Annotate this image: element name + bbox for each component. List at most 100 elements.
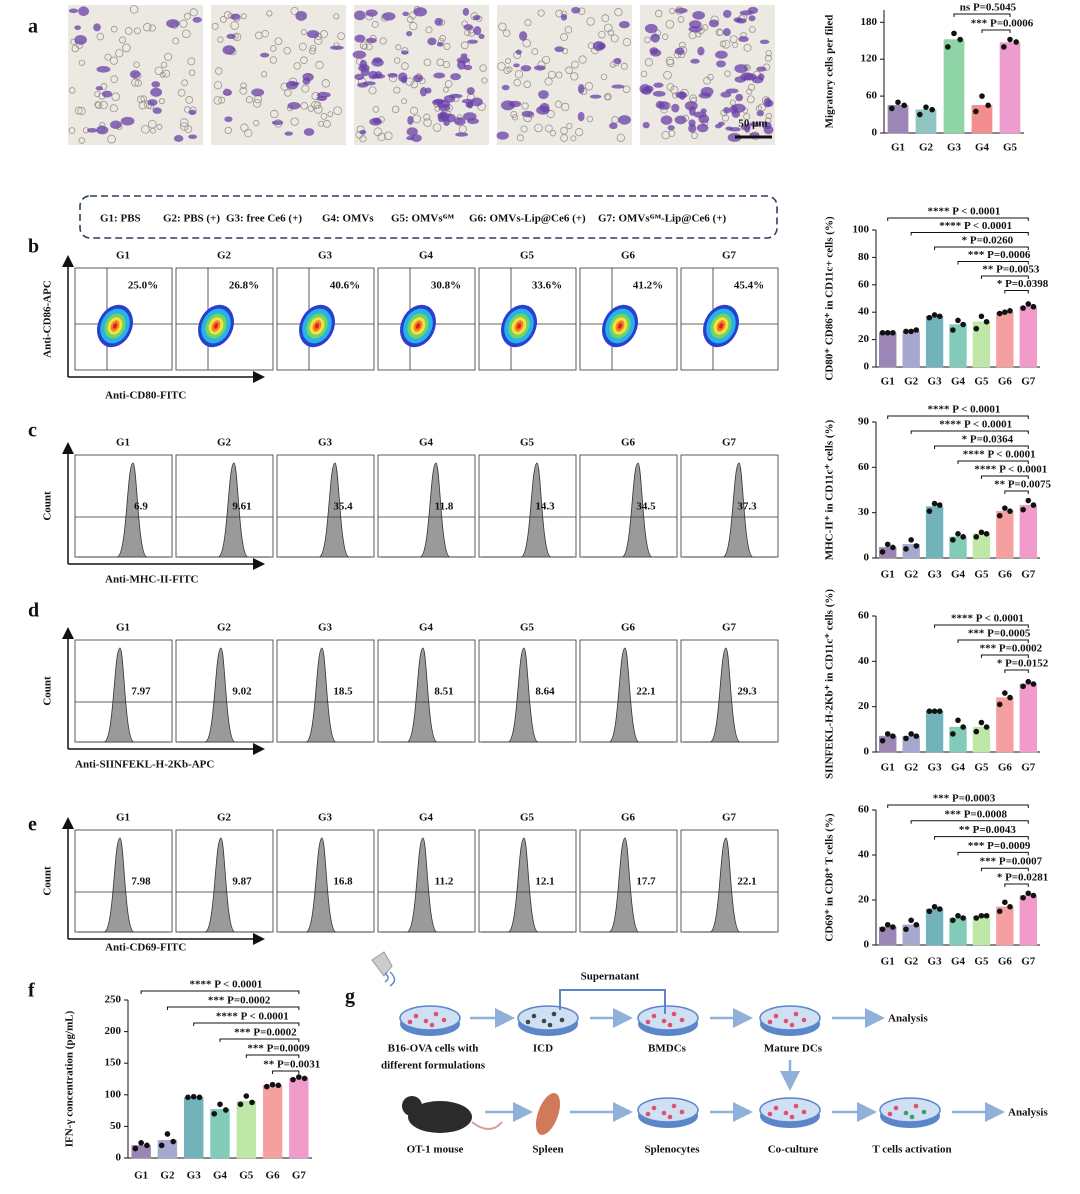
data-point (879, 737, 886, 744)
cell (96, 66, 111, 73)
cell (173, 135, 184, 142)
data-point (950, 731, 956, 737)
bar (943, 39, 965, 134)
pore (223, 11, 232, 19)
cell (284, 131, 293, 136)
data-point (955, 317, 961, 324)
data-point (1007, 694, 1013, 701)
significance-bracket (272, 1070, 300, 1074)
legend-entry: G5: OMVsᴳᴹ (391, 213, 455, 225)
x-tick-label: G1 (134, 1170, 148, 1182)
data-point (889, 105, 895, 112)
cell (653, 82, 664, 88)
gate-value: 12.1 (535, 876, 554, 888)
data-point (243, 1093, 250, 1099)
pore (133, 27, 141, 35)
significance-bracket (887, 415, 1029, 419)
pore (537, 9, 545, 17)
cell (675, 7, 688, 14)
pore (663, 70, 672, 80)
significance-bracket (219, 1038, 300, 1042)
pore (270, 45, 277, 52)
pore (298, 42, 307, 51)
y-tick-label: 90 (858, 416, 870, 428)
pore (604, 92, 612, 101)
x-tick-label: G1 (881, 376, 895, 388)
data-point (931, 708, 938, 714)
cell (188, 109, 197, 116)
pore (215, 67, 223, 75)
data-point (955, 912, 961, 919)
pore (749, 26, 756, 33)
cell (467, 39, 479, 44)
x-tick-label: G1 (881, 569, 895, 581)
cell (674, 47, 685, 55)
cell (443, 118, 451, 126)
data-point (269, 1081, 276, 1088)
cell (192, 16, 202, 23)
x-tick-label: G7 (1021, 569, 1036, 581)
pore (522, 38, 531, 48)
pore (96, 32, 105, 41)
cell (519, 31, 528, 41)
gate-value: 37.3 (737, 501, 757, 513)
x-tick-label: G4 (951, 569, 966, 581)
dish-cell (645, 1019, 651, 1025)
gate-value: 35.4 (333, 501, 353, 513)
histogram (179, 647, 270, 743)
pore (498, 22, 507, 31)
schematic-label: different formulations (381, 1060, 486, 1072)
bar (1019, 895, 1037, 946)
data-point (217, 1101, 223, 1108)
pore (321, 79, 330, 88)
pore (122, 43, 131, 53)
cell (538, 90, 549, 99)
y-axis-label: Migratory cells per filed (824, 15, 836, 129)
pore (71, 44, 80, 53)
pore (240, 123, 249, 132)
gate-value: 25.0% (128, 280, 158, 292)
cell (725, 88, 739, 94)
bar (925, 506, 944, 559)
pore (377, 132, 386, 142)
gate-value: 26.8% (229, 280, 259, 292)
cell (470, 97, 483, 107)
cell (166, 19, 180, 28)
significance-label: *** P=0.0008 (944, 808, 1007, 820)
dish-cell (767, 1019, 773, 1025)
significance-bracket (910, 430, 1029, 434)
data-point (955, 531, 961, 537)
dish-cell (433, 1011, 439, 1017)
significance-label: ** P=0.0075 (994, 479, 1051, 491)
pore (547, 70, 556, 79)
pore (284, 89, 292, 97)
data-point (913, 921, 920, 928)
cell (571, 6, 581, 14)
histogram (684, 462, 775, 558)
panel-letter: e (28, 814, 37, 836)
pore (743, 43, 752, 52)
dish-cell (407, 1019, 413, 1025)
dish-cell (413, 1013, 419, 1019)
data-point (985, 102, 991, 109)
cell (95, 86, 103, 91)
flow-y-label: Count (42, 866, 54, 896)
histogram (482, 837, 573, 933)
pore (701, 24, 709, 31)
bar (925, 316, 944, 368)
pore (601, 14, 610, 23)
pore (140, 95, 148, 102)
cell (407, 115, 414, 125)
data-point (983, 531, 990, 537)
pore (666, 59, 675, 67)
pore (327, 111, 334, 118)
y-tick-label: 0 (116, 1152, 122, 1164)
histogram (684, 647, 775, 743)
pore (432, 123, 442, 132)
significance-bracket (934, 246, 1029, 250)
cell (521, 110, 534, 118)
pore (311, 100, 320, 110)
pore (598, 30, 606, 39)
data-point (913, 327, 920, 333)
histogram (684, 837, 775, 933)
